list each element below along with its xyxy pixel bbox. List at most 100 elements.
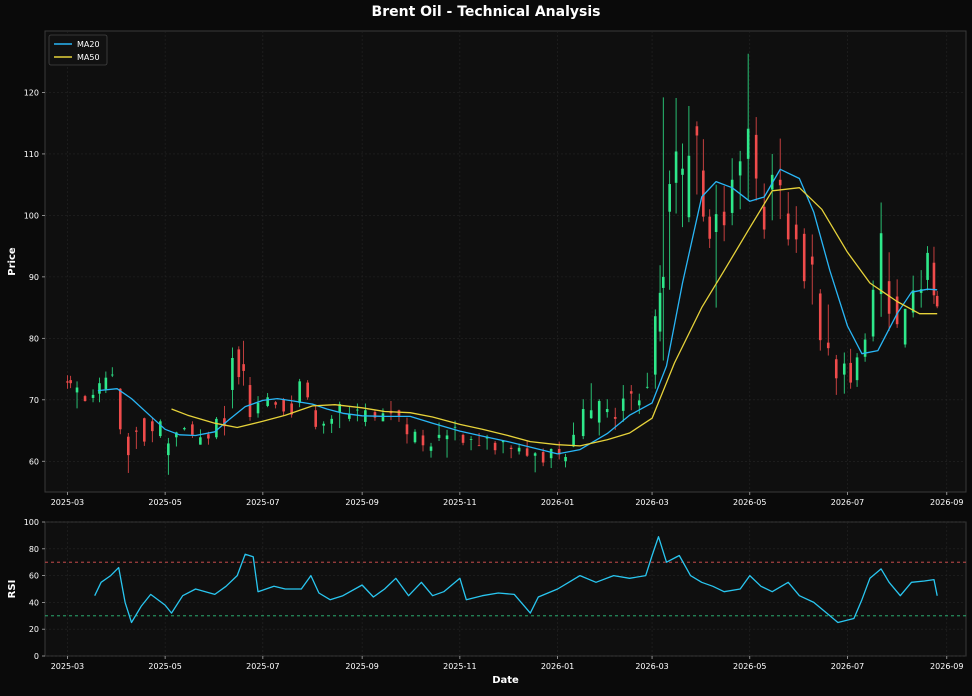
candle-body (525, 448, 529, 456)
candle-body (668, 184, 671, 212)
candle-body (126, 436, 130, 456)
ma50-line (171, 187, 938, 447)
price-y-axis-label: Price (7, 247, 18, 276)
rsi-x-tick-label: 2026-05 (733, 662, 766, 671)
rsi-line (94, 536, 938, 624)
candle-body (714, 214, 718, 232)
rsi-x-tick-label: 2025-07 (246, 662, 279, 671)
candle-body (356, 409, 359, 411)
candle-body (98, 383, 101, 394)
rsi-y-tick-label: 60 (29, 572, 39, 581)
candle-body (110, 374, 114, 376)
candle-body (746, 128, 750, 159)
candle-body (834, 359, 838, 379)
candle-body (183, 428, 186, 430)
price-y-tick-label: 100 (24, 211, 39, 220)
price-y-tick-label: 90 (29, 273, 39, 282)
price-x-tick-label: 2026-07 (831, 498, 864, 507)
price-x-tick-label: 2025-09 (345, 498, 378, 507)
candle-body (629, 391, 633, 394)
candle-body (589, 410, 593, 419)
candle-body (863, 339, 867, 357)
candle-body (453, 426, 457, 428)
candle-body (348, 413, 351, 419)
candle-body (207, 434, 210, 439)
candle-body (338, 404, 342, 413)
candle-body (517, 447, 521, 452)
candle-body (572, 434, 575, 447)
rsi-y-tick-label: 40 (29, 598, 39, 607)
price-x-tick-label: 2025-11 (443, 498, 476, 507)
candle-body (903, 308, 907, 345)
rsi-plot-area (44, 521, 967, 657)
candle-body (266, 397, 269, 406)
candle-body (493, 442, 497, 451)
candle-body (143, 418, 146, 442)
candle-body (75, 387, 79, 393)
price-x-tick-label: 2026-05 (733, 498, 766, 507)
price-x-tick-label: 2025-05 (148, 498, 181, 507)
legend-label-ma20: MA20 (77, 40, 100, 49)
rsi-y-tick-label: 100 (24, 518, 39, 527)
candle-body (256, 402, 260, 414)
candle-body (199, 437, 202, 445)
candle-body (477, 445, 481, 447)
candle-body (702, 170, 705, 217)
chart-title: Brent Oil - Technical Analysis (371, 4, 601, 20)
legend-label-ma50: MA50 (77, 53, 100, 62)
candle-body (549, 448, 553, 459)
candle-body (658, 292, 662, 332)
candle-body (533, 453, 537, 456)
price-legend: MA20 MA50 (48, 34, 108, 66)
candle-body (637, 400, 641, 406)
candle-body (661, 276, 665, 288)
candle-body (413, 431, 417, 443)
candle-body (290, 403, 293, 415)
candle-body (151, 421, 154, 432)
x-axis-label: Date (492, 675, 519, 686)
candle-body (730, 179, 734, 213)
candle-body (104, 377, 108, 390)
candle-body (871, 289, 875, 337)
price-x-tick-label: 2026-09 (930, 498, 963, 507)
candle-body (134, 430, 138, 432)
candle-body (429, 446, 433, 451)
candle-body (501, 440, 505, 443)
candle-body (818, 293, 822, 341)
rsi-x-tick-label: 2026-03 (635, 662, 668, 671)
candle-body (248, 385, 252, 418)
candle-body (282, 399, 285, 412)
price-y-tick-label: 80 (29, 334, 39, 343)
candle-body (118, 388, 122, 430)
rsi-x-tick-label: 2026-07 (831, 662, 864, 671)
candle-body (842, 363, 846, 375)
candle-body (932, 262, 936, 296)
candle-body (373, 412, 377, 418)
rsi-x-tick-label: 2025-09 (345, 662, 378, 671)
candle-body (223, 418, 226, 427)
candle-body (681, 168, 684, 175)
candle-body (564, 456, 567, 462)
candle-body (306, 382, 309, 398)
candle-body (509, 447, 513, 449)
price-x-tick-label: 2025-03 (51, 498, 84, 507)
candle-body (754, 134, 758, 179)
candle-body (653, 316, 657, 375)
candle-body (274, 402, 277, 405)
candle-body (159, 421, 162, 437)
candle-body (83, 396, 87, 402)
candle-body (810, 256, 814, 265)
rsi-y-tick-label: 0 (34, 652, 39, 661)
price-y-tick-label: 120 (24, 88, 39, 97)
price-panel: 60 70 80 90 100 110 120 2025-03 2025-05 2025-07 20… (7, 30, 967, 507)
candle-body (613, 417, 617, 419)
rsi-x-tick-label: 2025-03 (51, 662, 84, 671)
candle-body (397, 410, 401, 416)
candle-body (645, 386, 649, 388)
candle-body (794, 224, 798, 240)
price-x-tick-label: 2026-01 (541, 498, 574, 507)
candle-body (605, 409, 609, 413)
candle-body (541, 452, 545, 463)
candle-body (314, 410, 317, 427)
